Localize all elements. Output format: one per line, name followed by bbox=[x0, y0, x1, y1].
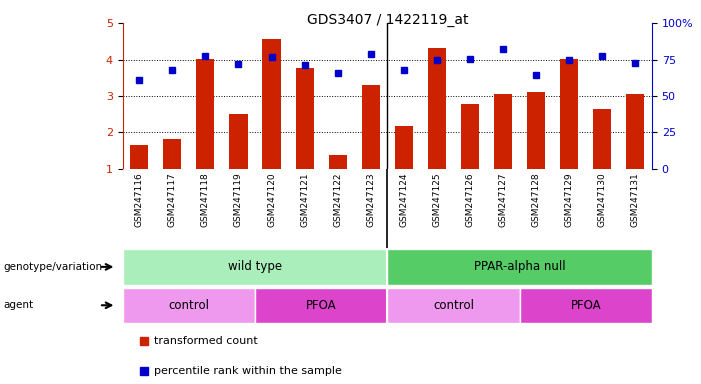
Text: GSM247123: GSM247123 bbox=[366, 172, 375, 227]
Bar bbox=[395, 126, 413, 169]
Bar bbox=[362, 85, 380, 169]
Text: PFOA: PFOA bbox=[306, 299, 336, 312]
Text: GSM247127: GSM247127 bbox=[498, 172, 508, 227]
Bar bbox=[123, 288, 255, 323]
Bar bbox=[560, 59, 578, 169]
Text: PFOA: PFOA bbox=[571, 299, 601, 312]
Bar bbox=[387, 249, 652, 285]
Bar bbox=[387, 288, 519, 323]
Text: control: control bbox=[168, 299, 210, 312]
Bar bbox=[428, 48, 446, 169]
Text: GSM247117: GSM247117 bbox=[168, 172, 177, 227]
Text: GSM247118: GSM247118 bbox=[201, 172, 210, 227]
Bar bbox=[527, 92, 545, 169]
Bar bbox=[626, 94, 644, 169]
Text: GSM247116: GSM247116 bbox=[135, 172, 144, 227]
Bar bbox=[461, 104, 479, 169]
Text: GSM247128: GSM247128 bbox=[531, 172, 540, 227]
Text: genotype/variation: genotype/variation bbox=[4, 262, 102, 272]
Bar bbox=[130, 145, 149, 169]
Text: GSM247124: GSM247124 bbox=[400, 172, 409, 227]
Bar bbox=[296, 68, 314, 169]
Text: GSM247119: GSM247119 bbox=[234, 172, 243, 227]
Text: GSM247121: GSM247121 bbox=[300, 172, 309, 227]
Text: percentile rank within the sample: percentile rank within the sample bbox=[154, 366, 342, 376]
Text: agent: agent bbox=[4, 300, 34, 310]
Text: GSM247126: GSM247126 bbox=[465, 172, 475, 227]
Bar bbox=[329, 155, 347, 169]
Text: GSM247129: GSM247129 bbox=[565, 172, 573, 227]
Text: GSM247125: GSM247125 bbox=[433, 172, 442, 227]
Bar bbox=[123, 249, 387, 285]
Text: PPAR-alpha null: PPAR-alpha null bbox=[474, 260, 566, 273]
Text: GSM247122: GSM247122 bbox=[333, 172, 342, 227]
Bar bbox=[262, 40, 280, 169]
Text: wild type: wild type bbox=[228, 260, 282, 273]
Bar bbox=[519, 288, 652, 323]
Bar bbox=[593, 109, 611, 169]
Bar bbox=[196, 59, 215, 169]
Bar bbox=[494, 94, 512, 169]
Text: GSM247131: GSM247131 bbox=[631, 172, 640, 227]
Bar bbox=[255, 288, 387, 323]
Text: GSM247120: GSM247120 bbox=[267, 172, 276, 227]
Text: GSM247130: GSM247130 bbox=[598, 172, 607, 227]
Bar bbox=[229, 114, 247, 169]
Bar bbox=[163, 139, 182, 169]
Text: control: control bbox=[433, 299, 474, 312]
Text: GDS3407 / 1422119_at: GDS3407 / 1422119_at bbox=[306, 13, 468, 27]
Text: transformed count: transformed count bbox=[154, 336, 258, 346]
